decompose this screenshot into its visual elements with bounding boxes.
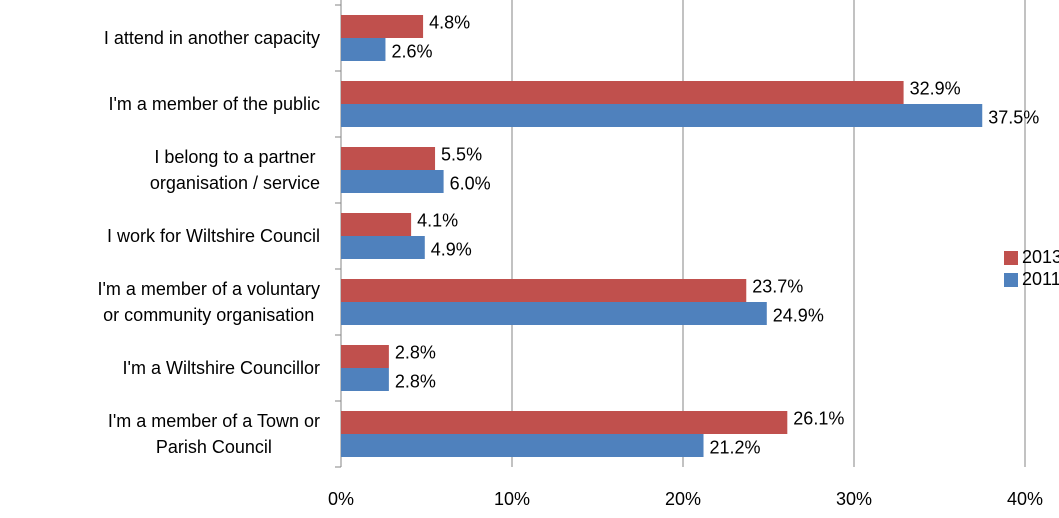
- legend-swatch: [1004, 251, 1018, 265]
- bar: [341, 434, 704, 457]
- bar: [341, 368, 389, 391]
- value-label: 24.9%: [773, 305, 824, 325]
- bar: [341, 81, 904, 104]
- bar: [341, 279, 747, 302]
- bar: [341, 147, 436, 170]
- value-label: 2.6%: [391, 41, 432, 61]
- y-tick-label: I work for Wiltshire Council: [106, 226, 320, 246]
- value-label: 32.9%: [910, 78, 961, 98]
- bar: [341, 213, 412, 236]
- y-tick-label: I'm a member of a voluntary or community…: [97, 279, 320, 325]
- value-label: 37.5%: [988, 107, 1039, 127]
- x-tick-label: 0%: [328, 489, 354, 509]
- y-tick-label: I attend in another capacity: [103, 28, 320, 48]
- value-label: 2.8%: [395, 342, 436, 362]
- y-tick-label: I'm a member of a Town or Parish Council: [107, 411, 320, 457]
- bar: [341, 170, 444, 193]
- x-tick-label: 20%: [665, 489, 701, 509]
- legend-label: 2013: [1022, 247, 1059, 267]
- y-tick-label: I'm a Wiltshire Councillor: [122, 358, 320, 378]
- value-label: 21.2%: [710, 437, 761, 457]
- value-label: 6.0%: [450, 173, 491, 193]
- bar: [341, 104, 983, 127]
- bar: [341, 236, 425, 259]
- value-label: 4.1%: [417, 210, 458, 230]
- legend-swatch: [1004, 273, 1018, 287]
- value-label: 4.8%: [429, 12, 470, 32]
- value-label: 26.1%: [793, 408, 844, 428]
- x-tick-label: 30%: [836, 489, 872, 509]
- bar: [341, 302, 767, 325]
- bar: [341, 15, 424, 38]
- value-label: 23.7%: [752, 276, 803, 296]
- value-label: 2.8%: [395, 371, 436, 391]
- value-label: 5.5%: [441, 144, 482, 164]
- y-tick-label: I'm a member of the public: [108, 94, 320, 114]
- legend-label: 2011: [1022, 269, 1059, 289]
- value-label: 4.9%: [431, 239, 472, 259]
- y-tick-label: I belong to a partner organisation / ser…: [149, 147, 320, 193]
- bar: [341, 38, 386, 61]
- x-tick-label: 40%: [1007, 489, 1043, 509]
- bar: [341, 345, 389, 368]
- x-tick-label: 10%: [494, 489, 530, 509]
- bar: [341, 411, 788, 434]
